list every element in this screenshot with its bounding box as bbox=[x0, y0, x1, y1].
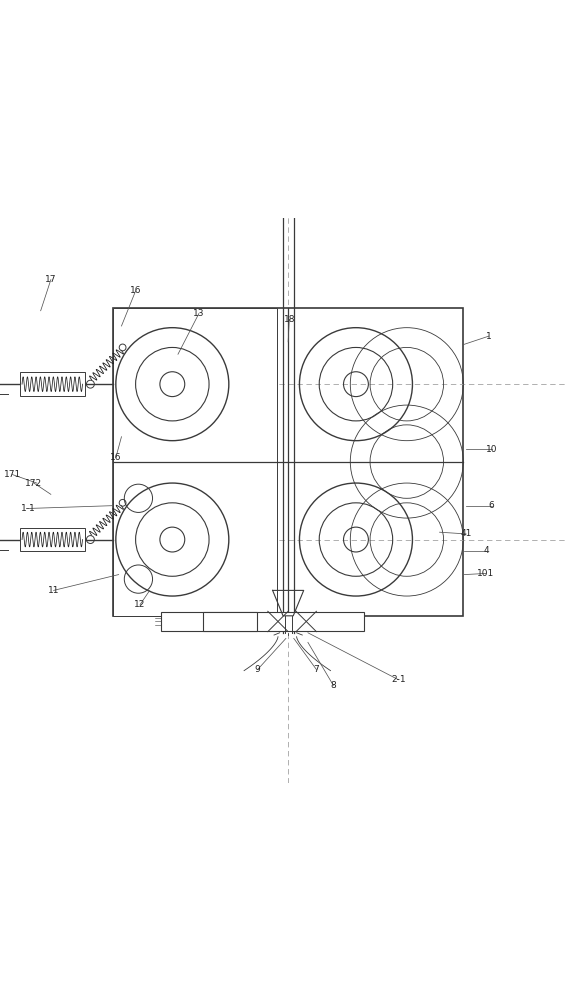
Text: 4: 4 bbox=[483, 546, 489, 555]
Bar bbox=[20, 372, 85, 396]
Bar bbox=[113, 308, 277, 462]
Text: 16: 16 bbox=[110, 453, 121, 462]
Text: 17: 17 bbox=[45, 275, 57, 284]
Text: 172: 172 bbox=[25, 479, 42, 488]
Text: 9: 9 bbox=[255, 665, 260, 674]
Text: 171: 171 bbox=[4, 470, 21, 479]
Text: 6: 6 bbox=[489, 501, 494, 510]
Bar bbox=[113, 308, 463, 616]
Text: 18: 18 bbox=[284, 315, 295, 324]
Text: 11: 11 bbox=[48, 586, 59, 595]
Bar bbox=[20, 528, 85, 551]
Text: 1-1: 1-1 bbox=[21, 504, 36, 513]
Text: 13: 13 bbox=[193, 309, 205, 318]
Bar bbox=[113, 462, 277, 616]
Text: 1: 1 bbox=[486, 332, 492, 341]
Text: 101: 101 bbox=[477, 569, 494, 578]
Text: 2-1: 2-1 bbox=[391, 675, 406, 684]
Bar bbox=[203, 612, 257, 631]
Text: 41: 41 bbox=[460, 529, 472, 538]
Text: 16: 16 bbox=[130, 286, 141, 295]
Bar bbox=[161, 612, 364, 631]
Text: 10: 10 bbox=[486, 445, 497, 454]
Text: 12: 12 bbox=[134, 600, 146, 609]
Text: 8: 8 bbox=[331, 681, 336, 690]
Text: 7: 7 bbox=[314, 665, 319, 674]
